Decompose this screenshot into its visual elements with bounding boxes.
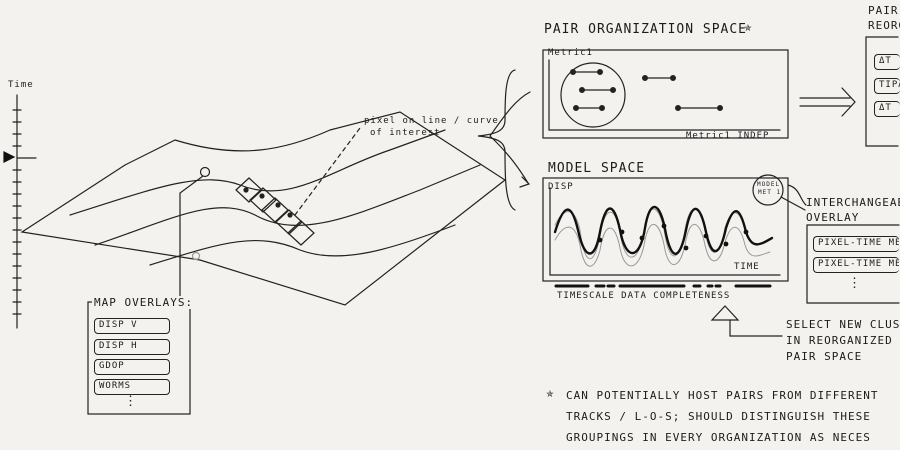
interchangeable-leader <box>787 184 807 206</box>
select-note-line3: PAIR SPACE <box>786 350 863 363</box>
pixel-annotation-line1: pixel on line / curve <box>364 116 499 126</box>
pixel-marker-faint <box>191 251 201 261</box>
pixel-time-met2-button[interactable]: PIXEL-TIME MET 2 <box>813 257 899 273</box>
model-badge-line1: MODEL <box>757 181 781 188</box>
overlay-gdop-button[interactable]: GDOP <box>94 359 170 375</box>
reorg-delta-t-2-button[interactable]: ΔT <box>874 101 900 117</box>
model-x-label: TIME <box>734 262 760 272</box>
footnote-line1: CAN POTENTIALLY HOST PAIRS FROM DIFFEREN… <box>566 389 879 402</box>
brace-arrow <box>489 135 529 184</box>
map-overlays-more-icon[interactable]: ⋮ <box>124 394 138 409</box>
interchangeable-frame <box>806 224 900 304</box>
pair-segments[interactable] <box>569 68 723 111</box>
model-y-label: DISP <box>548 182 574 192</box>
pair-x-label: Metric1 INDEP <box>686 131 770 141</box>
select-arrow <box>710 305 783 337</box>
pair-space-frame <box>542 49 789 139</box>
select-note-line2: IN REORGANIZED <box>786 334 893 347</box>
pixel-marker[interactable] <box>199 166 211 178</box>
terrain-contour-1 <box>69 129 446 216</box>
map-overlays-title: MAP OVERLAYS: <box>92 296 196 309</box>
footnote-line2: TRACKS / L-O-S; SHOULD DISTINGUISH THESE <box>566 410 871 423</box>
pair-reorg-title-2: REORG <box>868 19 900 32</box>
model-band-lower <box>554 223 771 267</box>
brace <box>477 69 516 211</box>
model-space-frame <box>542 177 789 282</box>
footnote-line3: GROUPINGS IN EVERY ORGANIZATION AS NECES <box>566 431 871 444</box>
terrain-contour-3 <box>149 224 456 266</box>
pair-cluster-selection[interactable] <box>560 62 626 128</box>
time-axis-label: Time <box>8 80 34 90</box>
brace-arrowhead <box>519 176 531 188</box>
time-slider-handle[interactable] <box>3 151 16 163</box>
completeness-label: TIMESCALE DATA COMPLETENESS <box>557 291 731 301</box>
interchangeable-title-2: OVERLAY <box>806 211 860 224</box>
overlay-disp-h-button[interactable]: DISP H <box>94 339 170 355</box>
model-samples <box>597 223 749 251</box>
model-space-title: MODEL SPACE <box>548 161 646 176</box>
model-badge-circle[interactable] <box>752 174 784 206</box>
double-arrow <box>799 87 856 117</box>
pair-reorg-title-1: PAIR <box>868 4 899 17</box>
interchangeable-title-1: INTERCHANGEABLE <box>806 196 900 209</box>
terrain-contour-2 <box>94 164 481 246</box>
pair-reorg-frame <box>865 36 899 147</box>
model-badge-line2: MET 1 <box>758 189 782 196</box>
pixel-time-met1-button[interactable]: PIXEL-TIME MET 1 <box>813 236 899 252</box>
model-curve[interactable] <box>553 205 774 255</box>
pair-space-title: PAIR ORGANIZATION SPACE <box>544 22 748 37</box>
reorg-tipa-button[interactable]: TIPA <box>874 78 900 94</box>
overlay-worms-button[interactable]: WORMS <box>94 379 170 395</box>
model-badge-leader <box>780 196 806 211</box>
pair-y-label: Metric1 <box>548 48 593 58</box>
overlay-disp-v-button[interactable]: DISP V <box>94 318 170 334</box>
pixel-callout-line <box>294 127 361 216</box>
interchangeable-more-icon[interactable]: ⋮ <box>848 276 862 291</box>
select-note-line1: SELECT NEW CLUST <box>786 318 900 331</box>
time-axis-ticks <box>12 109 22 315</box>
pair-space-star-icon: ✯ <box>744 20 753 35</box>
pixel-stack[interactable] <box>235 177 315 246</box>
pixel-annotation-line2: of interest <box>370 128 441 138</box>
pixel-leader <box>179 175 204 299</box>
terrain-surface <box>20 111 507 306</box>
footnote-star-icon: ✯ <box>546 386 555 401</box>
brace-arrow-up <box>489 91 531 137</box>
reorg-delta-t-button[interactable]: ΔT <box>874 54 900 70</box>
